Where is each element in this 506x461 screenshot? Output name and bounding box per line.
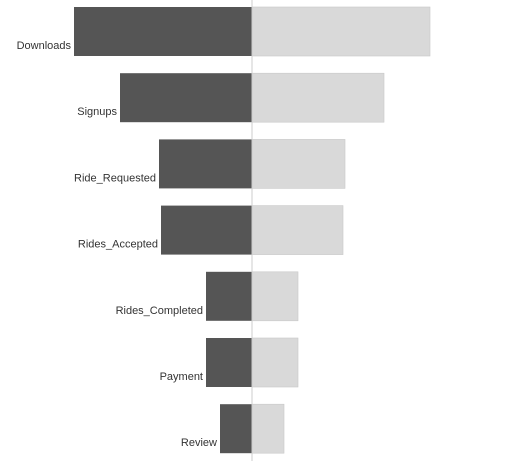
category-label-rides-accepted: Rides_Accepted: [78, 239, 158, 251]
category-label-rides-completed: Rides_Completed: [116, 305, 203, 317]
category-label-ride-requested: Ride_Requested: [74, 172, 156, 184]
bar-left-ride-requested: [159, 139, 252, 189]
left-bars: [74, 7, 252, 454]
category-label-payment: Payment: [160, 371, 203, 383]
bar-right-rides-accepted: [251, 205, 344, 255]
category-labels: Downloads Signups Ride_Requested Rides_Acce…: [17, 40, 217, 449]
bar-right-payment: [251, 337, 299, 388]
bar-left-signups: [120, 73, 252, 123]
right-bars: [251, 6, 431, 454]
bar-right-ride-requested: [251, 139, 346, 189]
bar-left-review: [220, 404, 252, 454]
bar-right-rides-completed: [251, 271, 299, 322]
bar-left-downloads: [74, 7, 252, 56]
bar-left-rides-completed: [206, 271, 252, 321]
category-label-review: Review: [181, 437, 217, 449]
category-label-signups: Signups: [77, 106, 117, 118]
bar-right-review: [251, 403, 285, 454]
bar-right-downloads: [251, 6, 431, 57]
bar-left-payment: [206, 338, 252, 387]
bar-right-signups: [251, 72, 385, 123]
bar-left-rides-accepted: [161, 205, 252, 255]
category-label-downloads: Downloads: [17, 40, 72, 52]
